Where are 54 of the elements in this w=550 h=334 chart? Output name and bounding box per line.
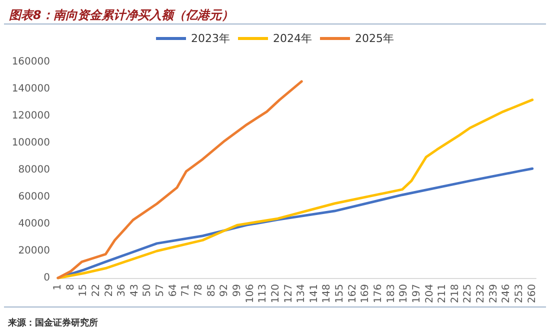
x-tick-label: 99 [232,284,243,297]
x-tick-label: 71 [180,284,192,297]
x-tick-label: 29 [104,284,115,297]
x-tick-label: 183 [386,284,397,304]
line-series [56,80,303,280]
x-tick-label: 57 [155,284,166,297]
x-tick-label: 64 [168,284,179,297]
y-tick-label: 60000 [18,192,50,202]
x-tick-label: 246 [501,284,512,304]
x-tick-label: 1 [52,284,64,290]
chart-title: 图表8：南向资金累计净买入额（亿港元） [9,8,234,22]
x-tick-label: 141 [308,284,320,304]
x-tick-label: 260 [526,284,538,304]
y-tick-label: 40000 [18,218,50,230]
x-tick-label: 239 [488,284,500,304]
x-tick-label: 190 [398,284,410,304]
x-tick-label: 169 [360,284,372,304]
x-tick-label: 218 [450,284,461,304]
y-tick-label: 160000 [12,56,50,68]
y-tick-label: 120000 [12,110,50,122]
x-tick-label: 225 [462,284,474,304]
x-tick-label: 232 [476,284,487,304]
y-tick-label: 20000 [18,246,50,256]
y-tick-label: 80000 [18,164,50,176]
x-tick-label: 253 [514,284,526,304]
y-tick-label: 140000 [12,84,50,94]
x-tick-label: 36 [116,284,128,297]
source-note: 来源：国金证券研究所 [7,318,98,328]
x-tick-label: 113 [258,284,269,304]
x-tick-label: 50 [142,284,154,297]
x-tick-label: 148 [322,284,333,304]
x-tick-label: 162 [347,284,358,304]
x-tick-label: 127 [283,284,294,304]
legend-label: 2024年 [273,32,312,45]
x-tick-label: 43 [129,284,140,297]
y-tick-label: 0 [44,272,50,284]
y-tick-label: 100000 [12,138,50,148]
line-series [56,98,534,280]
x-tick-label: 22 [90,284,102,297]
x-tick-label: 78 [194,284,205,297]
x-tick-label: 176 [373,284,384,304]
x-tick-label: 204 [424,284,436,304]
x-tick-label: 211 [437,284,448,304]
x-tick-label: 106 [244,284,256,304]
legend-label: 2023年 [191,32,230,45]
x-tick-label: 92 [219,284,230,297]
legend-label: 2025年 [354,32,394,45]
x-tick-label: 8 [65,284,76,290]
x-tick-label: 155 [334,284,346,304]
x-tick-label: 15 [78,284,90,297]
x-tick-label: 134 [296,284,308,304]
x-tick-label: 120 [270,284,282,304]
x-tick-label: 197 [411,284,422,304]
x-tick-label: 85 [206,284,218,297]
